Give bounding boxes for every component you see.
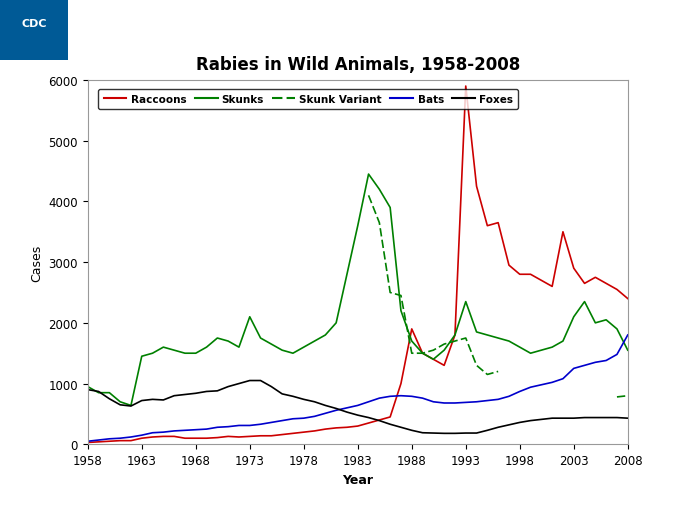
- Title: Rabies in Wild Animals, 1958-2008: Rabies in Wild Animals, 1958-2008: [196, 56, 520, 74]
- Legend: Raccoons, Skunks, Skunk Variant, Bats, Foxes: Raccoons, Skunks, Skunk Variant, Bats, F…: [99, 89, 518, 110]
- X-axis label: Year: Year: [342, 473, 373, 486]
- Text: CDC: CDC: [21, 19, 47, 29]
- Y-axis label: Cases: Cases: [30, 244, 43, 281]
